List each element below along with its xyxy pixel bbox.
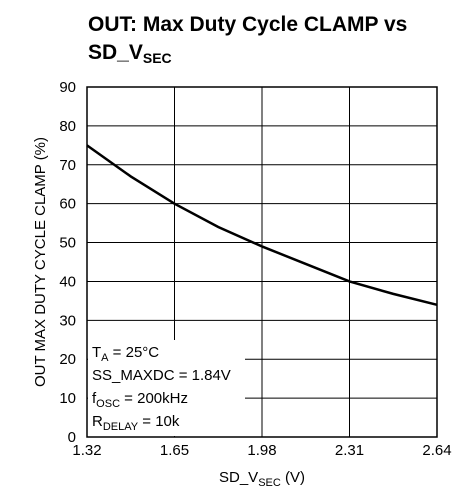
text-run: SS_MAXDC = 1.84V: [92, 367, 231, 384]
x-tick-label: 2.64: [422, 442, 451, 459]
x-tick-label: 1.98: [247, 442, 276, 459]
data-line: [86, 144, 438, 306]
text-run: OSC: [96, 398, 120, 410]
text-run: OUT MAX DUTY CYCLE CLAMP (%): [32, 137, 49, 387]
text-run: = 25°C: [109, 344, 160, 361]
plot-frame: [86, 86, 438, 438]
y-tick-label: 0: [68, 429, 76, 446]
text-run: SEC: [258, 477, 281, 489]
y-tick-label: 90: [59, 79, 76, 96]
text-run: f: [92, 390, 97, 407]
annotation: RDELAY = 10k: [92, 413, 180, 433]
text-run: OUT: Max Duty Cycle CLAMP vs: [88, 13, 407, 36]
text-run: R: [92, 413, 103, 430]
text-run: T: [92, 344, 101, 361]
text-run: (V): [281, 469, 305, 486]
text-run: SD_V: [219, 469, 258, 486]
x-axis-label: SD_VSEC (V): [219, 469, 305, 489]
x-tick-label: 1.32: [72, 442, 101, 459]
y-tick-label: 10: [59, 390, 76, 407]
text-run: = 10k: [138, 413, 180, 430]
y-tick-label: 60: [59, 196, 76, 213]
y-tick-label: 80: [59, 118, 76, 135]
x-tick-label: 2.31: [335, 442, 364, 459]
chart-title: OUT: Max Duty Cycle CLAMP vs: [88, 13, 407, 36]
text-run: A: [101, 352, 109, 364]
y-tick-label: 30: [59, 312, 76, 329]
chart-title: SD_VSEC: [88, 41, 172, 66]
y-tick-label: 50: [59, 235, 76, 252]
annotation: TA = 25°C: [92, 344, 159, 364]
annotation: SS_MAXDC = 1.84V: [92, 367, 231, 384]
text-run: = 200kHz: [120, 390, 188, 407]
x-tick-label: 1.65: [160, 442, 189, 459]
annotation: fOSC = 200kHz: [92, 390, 188, 410]
y-axis-label: OUT MAX DUTY CYCLE CLAMP (%): [32, 137, 49, 387]
y-tick-label: 40: [59, 273, 76, 290]
text-run: DELAY: [103, 421, 139, 433]
text-run: SD_V: [88, 41, 143, 64]
y-tick-label: 70: [59, 157, 76, 174]
annotation-box: [88, 340, 245, 436]
text-run: SEC: [143, 50, 172, 66]
y-tick-label: 20: [59, 351, 76, 368]
